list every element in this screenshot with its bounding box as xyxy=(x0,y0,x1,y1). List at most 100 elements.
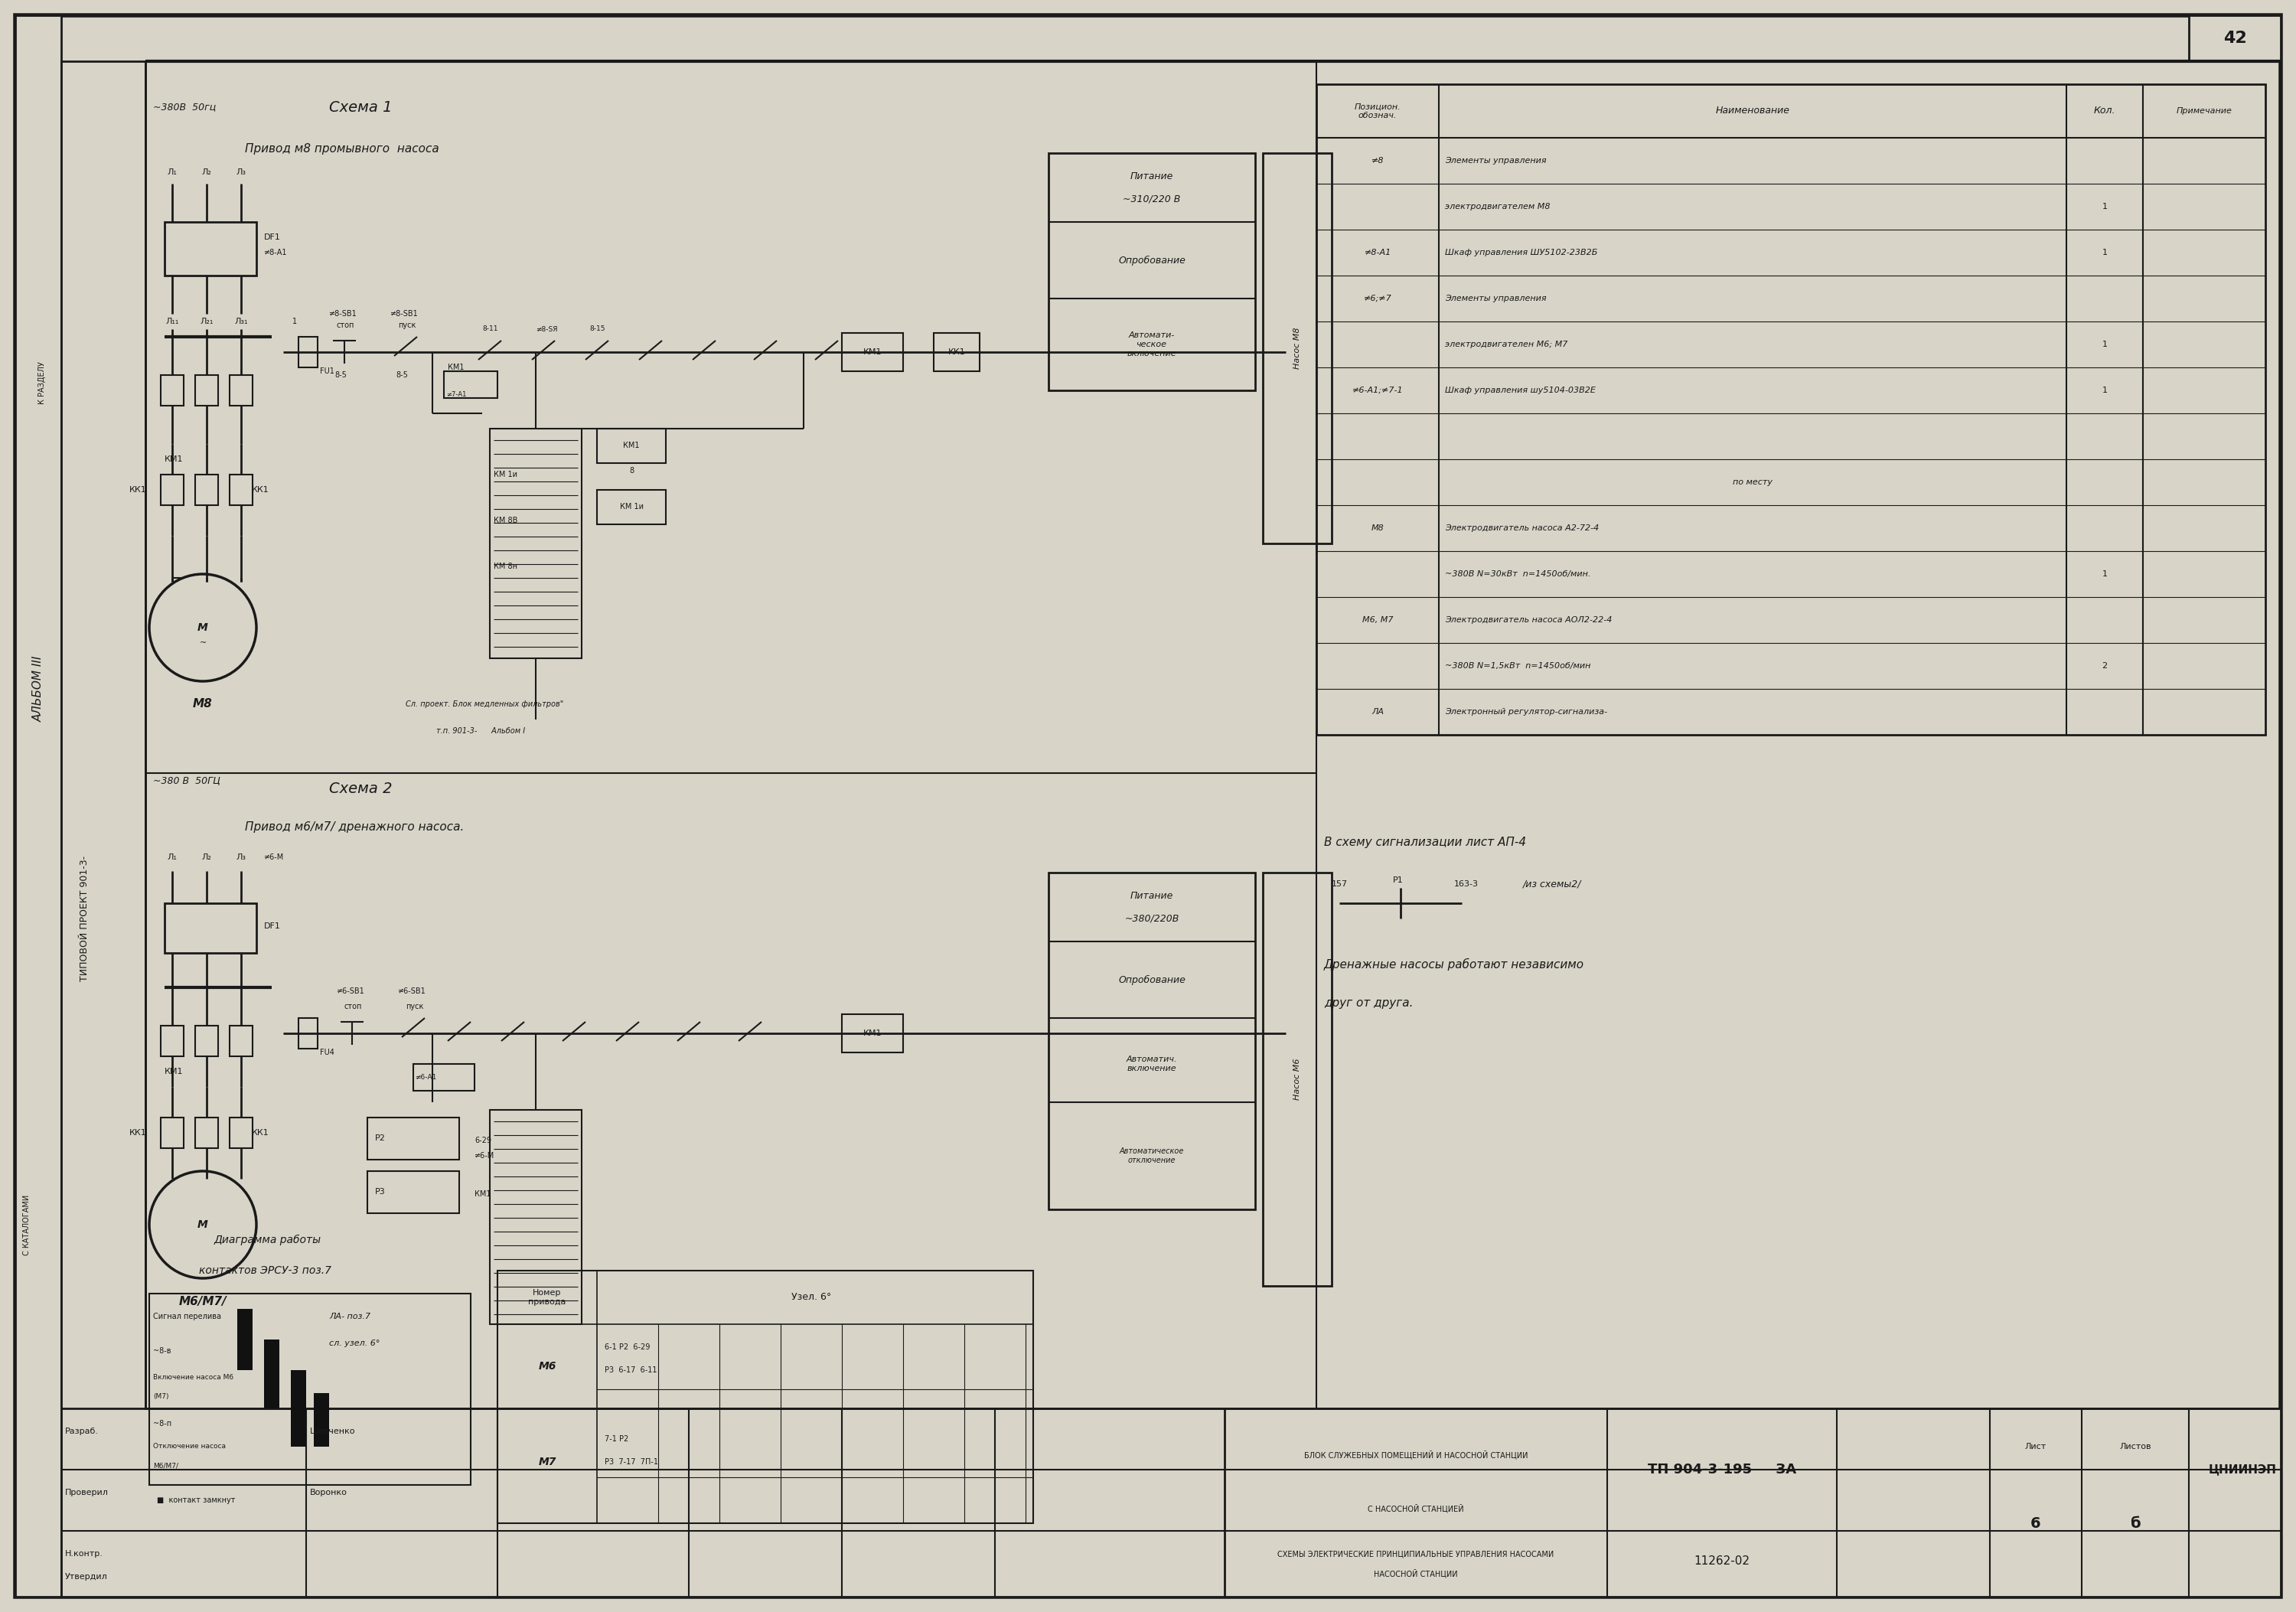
Bar xyxy=(367,1117,459,1159)
Bar xyxy=(264,1340,280,1409)
Text: Кол.: Кол. xyxy=(2094,106,2115,116)
Text: КМ1: КМ1 xyxy=(863,348,882,356)
Text: НАСОСНОЙ СТАНЦИИ: НАСОСНОЙ СТАНЦИИ xyxy=(1373,1568,1458,1578)
Text: Шевченко: Шевченко xyxy=(310,1428,356,1435)
Bar xyxy=(145,61,2280,1409)
Text: Автомати-
ческое
включение: Автомати- ческое включение xyxy=(1127,332,1176,358)
Text: Н.контр.: Н.контр. xyxy=(64,1551,103,1557)
Text: Шкаф управления шу5104-03В2Е: Шкаф управления шу5104-03В2Е xyxy=(1444,387,1596,395)
Text: В схему сигнализации лист АП-4: В схему сигнализации лист АП-4 xyxy=(1325,837,1527,848)
Text: 1: 1 xyxy=(2103,203,2108,211)
Text: КМ 1и: КМ 1и xyxy=(494,471,517,479)
Text: FU1: FU1 xyxy=(319,368,335,376)
Text: Электродвигатель насоса АОЛ2-22-4: Электродвигатель насоса АОЛ2-22-4 xyxy=(1444,616,1612,624)
Bar xyxy=(2188,15,2280,61)
Text: Л₁: Л₁ xyxy=(168,168,177,176)
Text: пуск: пуск xyxy=(397,321,416,329)
Bar xyxy=(161,474,184,505)
Text: электродвигателем М8: электродвигателем М8 xyxy=(1444,203,1550,211)
Text: Л₃: Л₃ xyxy=(236,168,246,176)
Text: КМ1: КМ1 xyxy=(475,1190,491,1198)
Text: 157: 157 xyxy=(1332,880,1348,888)
Text: КК1: КК1 xyxy=(253,1128,269,1136)
Text: т.п. 901-3-      Альбом I: т.п. 901-3- Альбом I xyxy=(436,727,526,735)
Text: Л₁: Л₁ xyxy=(168,853,177,861)
Text: ≠8-А1: ≠8-А1 xyxy=(264,248,287,256)
Text: стоп: стоп xyxy=(344,1003,363,1011)
Bar xyxy=(1263,872,1332,1286)
Text: Насос М8: Насос М8 xyxy=(1293,327,1302,369)
Text: 1: 1 xyxy=(2103,248,2108,256)
Text: 2: 2 xyxy=(2101,663,2108,669)
Text: Электродвигатель насоса А2-72-4: Электродвигатель насоса А2-72-4 xyxy=(1444,524,1598,532)
Text: ЦНИИНЭП: ЦНИИНЭП xyxy=(2209,1464,2275,1475)
Bar xyxy=(230,376,253,406)
Text: Утвердил: Утвердил xyxy=(64,1573,108,1581)
Text: ≠6-М: ≠6-М xyxy=(475,1153,494,1159)
Text: Схема 1: Схема 1 xyxy=(328,100,393,114)
Text: Дренажные насосы работают независимо: Дренажные насосы работают независимо xyxy=(1325,958,1584,970)
Text: P3: P3 xyxy=(374,1188,386,1196)
Text: ЛА: ЛА xyxy=(1371,708,1384,716)
Text: Узел. 6°: Узел. 6° xyxy=(792,1293,831,1302)
Text: ≠6-SB1: ≠6-SB1 xyxy=(397,988,427,995)
Text: КК1: КК1 xyxy=(253,487,269,493)
Text: 163-3: 163-3 xyxy=(1453,880,1479,888)
Bar xyxy=(597,490,666,524)
Text: Элементы управления: Элементы управления xyxy=(1444,156,1548,164)
Text: ≠8-А1: ≠8-А1 xyxy=(1364,248,1391,256)
Text: 6-29: 6-29 xyxy=(475,1136,491,1145)
Text: контактов ЭРСУ-3 поз.7: контактов ЭРСУ-3 поз.7 xyxy=(200,1265,331,1277)
Bar xyxy=(230,1025,253,1056)
Text: М: М xyxy=(197,622,209,634)
Bar xyxy=(1316,84,2266,735)
Text: КМ1: КМ1 xyxy=(165,456,184,463)
Bar xyxy=(195,474,218,505)
Bar xyxy=(843,334,902,371)
Text: СХЕМЫ ЭЛЕКТРИЧЕСКИЕ ПРИНЦИПИАЛЬНЫЕ УПРАВЛЕНИЯ НАСОСАМИ: СХЕМЫ ЭЛЕКТРИЧЕСКИЕ ПРИНЦИПИАЛЬНЫЕ УПРАВ… xyxy=(1277,1551,1554,1557)
Text: 6: 6 xyxy=(2030,1515,2041,1530)
Text: Автоматич.
включение: Автоматич. включение xyxy=(1127,1056,1178,1072)
Bar xyxy=(298,337,317,368)
Text: Опробование: Опробование xyxy=(1118,975,1185,985)
Text: М6/М7/: М6/М7/ xyxy=(154,1462,179,1469)
Bar xyxy=(489,1111,581,1323)
Bar xyxy=(236,1309,253,1370)
Text: Л₃: Л₃ xyxy=(236,853,246,861)
Text: КК1: КК1 xyxy=(129,1128,147,1136)
Bar xyxy=(161,1025,184,1056)
Text: 8-15: 8-15 xyxy=(590,326,606,332)
Bar xyxy=(16,15,62,1597)
Text: М7: М7 xyxy=(537,1457,556,1467)
Text: Шкаф управления ШУ5102-23В2Б: Шкаф управления ШУ5102-23В2Б xyxy=(1444,248,1598,256)
Text: М8: М8 xyxy=(1371,524,1384,532)
Text: Привод м8 промывного  насоса: Привод м8 промывного насоса xyxy=(246,143,439,155)
Text: P1: P1 xyxy=(1394,877,1403,883)
Bar xyxy=(230,1117,253,1148)
Text: ~8-п: ~8-п xyxy=(154,1420,172,1428)
Text: пуск: пуск xyxy=(406,1003,422,1011)
Text: Питание: Питание xyxy=(1130,171,1173,181)
Text: БЛОК СЛУЖЕБНЫХ ПОМЕЩЕНИЙ И НАСОСНОЙ СТАНЦИИ: БЛОК СЛУЖЕБНЫХ ПОМЕЩЕНИЙ И НАСОСНОЙ СТАН… xyxy=(1304,1449,1527,1459)
Bar xyxy=(597,429,666,463)
Text: Насос М6: Насос М6 xyxy=(1293,1059,1302,1099)
Text: ≠8-SЯ: ≠8-SЯ xyxy=(535,326,558,332)
Text: Л₂: Л₂ xyxy=(202,853,211,861)
Text: 42: 42 xyxy=(2223,31,2245,45)
Text: Опробование: Опробование xyxy=(1118,255,1185,266)
Text: М6: М6 xyxy=(537,1361,556,1372)
Text: ≠8: ≠8 xyxy=(1371,156,1384,164)
Text: друг от друга.: друг от друга. xyxy=(1325,996,1412,1009)
Bar xyxy=(489,429,581,658)
Text: ~380В N=30кВт  n=1450об/мин.: ~380В N=30кВт n=1450об/мин. xyxy=(1444,571,1591,577)
Text: С НАСОСНОЙ СТАНЦИЕЙ: С НАСОСНОЙ СТАНЦИЕЙ xyxy=(1368,1504,1465,1512)
Bar xyxy=(843,1014,902,1053)
Bar xyxy=(195,376,218,406)
Text: 8: 8 xyxy=(629,467,634,474)
Text: Л₃₁: Л₃₁ xyxy=(234,318,248,326)
Text: ≠6-А1: ≠6-А1 xyxy=(416,1074,436,1080)
Text: по месту: по месту xyxy=(1733,479,1773,487)
Text: КМ1: КМ1 xyxy=(863,1030,882,1037)
Bar xyxy=(195,1025,218,1056)
Bar xyxy=(498,1270,1033,1523)
